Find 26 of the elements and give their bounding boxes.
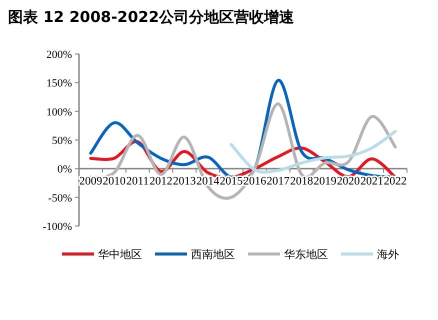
y-tick-label: 200% [46,49,72,61]
x-tick-label: 2020 [336,176,360,188]
x-tick-label: 2011 [126,176,150,188]
x-tick-label: 2019 [314,176,337,188]
y-tick-label: -50% [48,192,72,204]
y-tick-label: -100% [42,221,72,233]
x-tick-label: 2012 [150,176,173,188]
y-tick-label: 50% [52,135,72,147]
x-tick-label: 2014 [196,176,220,188]
legend-label: 华东地区 [284,248,328,261]
x-tick-label: 2017 [266,176,290,188]
y-tick-label: 0% [57,164,72,176]
x-tick-label: 2018 [290,176,314,188]
x-tick-label: 2015 [220,176,244,188]
x-tick-label: 2016 [243,176,266,188]
x-tick-label: 2013 [172,176,196,188]
x-tick-label: 2022 [384,176,408,188]
legend-label: 华中地区 [98,248,142,261]
legend-label: 海外 [377,248,399,261]
y-tick-label: 100% [46,106,72,118]
y-tick-label: 150% [46,78,72,90]
chart-title: 图表 12 2008-2022公司分地区营收增速 [8,8,296,26]
x-tick-label: 2021 [360,176,384,188]
x-tick-label: 2009 [79,176,102,188]
legend-label: 西南地区 [191,248,235,261]
x-tick-label: 2010 [102,176,126,188]
